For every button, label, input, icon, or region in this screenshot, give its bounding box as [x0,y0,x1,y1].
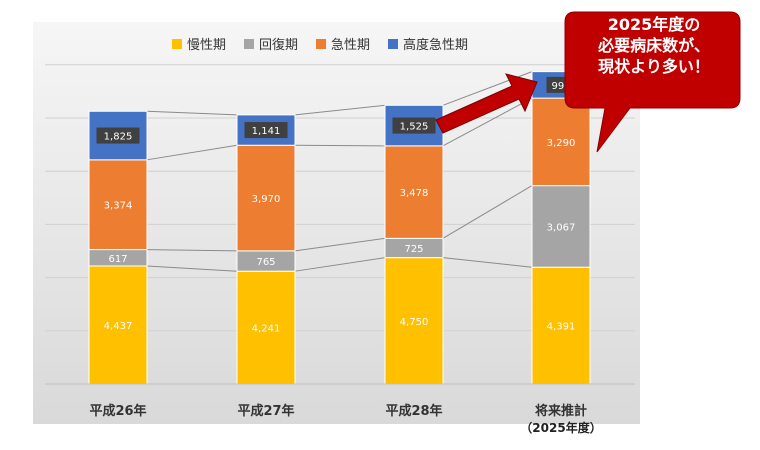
x-tick-label: 平成28年 [385,404,443,419]
legend-label: 急性期 [331,38,371,53]
data-label: 4,437 [104,321,133,332]
bar-segment [531,97,591,187]
x-tick-sublabel: （2025年度） [520,421,602,435]
data-label: 3,067 [547,222,576,233]
series-connector-lines [146,71,533,272]
data-label: 1,825 [104,132,133,143]
x-tick-label: 将来推計 [534,404,587,419]
data-label: 3,374 [104,201,133,212]
callout-line: 2025年度の [607,15,701,34]
bar-segment [384,257,444,385]
series-line [294,257,386,272]
series-line [442,97,533,147]
bar-segment [88,159,148,251]
bar-segment [531,185,591,268]
series-line [146,265,238,272]
series-line [146,249,238,252]
series-line [294,104,386,116]
arrow-shape [435,73,538,134]
data-label: 995 [551,81,570,92]
bar-segment [384,145,444,239]
data-label: 3,478 [400,188,429,199]
legend-swatch [171,38,182,49]
data-label: 765 [256,257,275,268]
callout-text: 2025年度の 必要病床数が、 現状より多い！ [568,14,740,77]
bar-segment [236,270,296,385]
callout-shape [564,11,741,153]
data-label: 4,241 [252,324,281,335]
data-label: 617 [108,254,127,265]
callout-line: 現状より多い！ [598,57,710,76]
bar-segment [236,144,296,252]
series-line [294,144,386,147]
bars: 4,437 617 3,374 1,825 4,241 765 3,970 1,141 4,75… [88,71,591,385]
legend-label: 高度急性期 [403,38,469,53]
data-label: 1,525 [400,122,429,133]
legend-item: 高度急性期 [388,34,468,53]
data-label: 4,391 [547,322,576,333]
series-line [442,185,533,239]
data-label: 1,141 [252,126,281,137]
legend-item: 慢性期 [171,34,226,53]
data-label-background [244,122,288,139]
callout-bubble [564,11,741,153]
legend-label: 慢性期 [186,38,226,53]
data-label-background [96,127,140,144]
legend-swatch [243,38,254,49]
series-line [294,237,386,252]
x-tick-label: 平成27年 [237,404,295,419]
legend-swatch [316,38,326,49]
data-label-background [392,117,436,134]
data-label: 3,290 [547,138,576,149]
data-label: 3,970 [252,194,281,205]
series-line [146,144,238,161]
legend-item: 急性期 [316,34,370,53]
bar-segment [88,265,148,385]
x-tick-label: 平成26年 [89,404,147,419]
bar-segment [531,266,591,385]
series-line [146,110,238,116]
series-line [442,257,533,268]
data-label: 4,750 [400,317,429,328]
arrow [435,73,538,134]
legend: 慢性期 回復期 急性期 高度急性期 [0,34,640,53]
legend-item: 回復期 [243,34,298,53]
legend-swatch [388,38,399,49]
data-label: 725 [404,244,423,255]
callout-line: 必要病床数が、 [598,36,710,55]
legend-label: 回復期 [258,38,298,53]
